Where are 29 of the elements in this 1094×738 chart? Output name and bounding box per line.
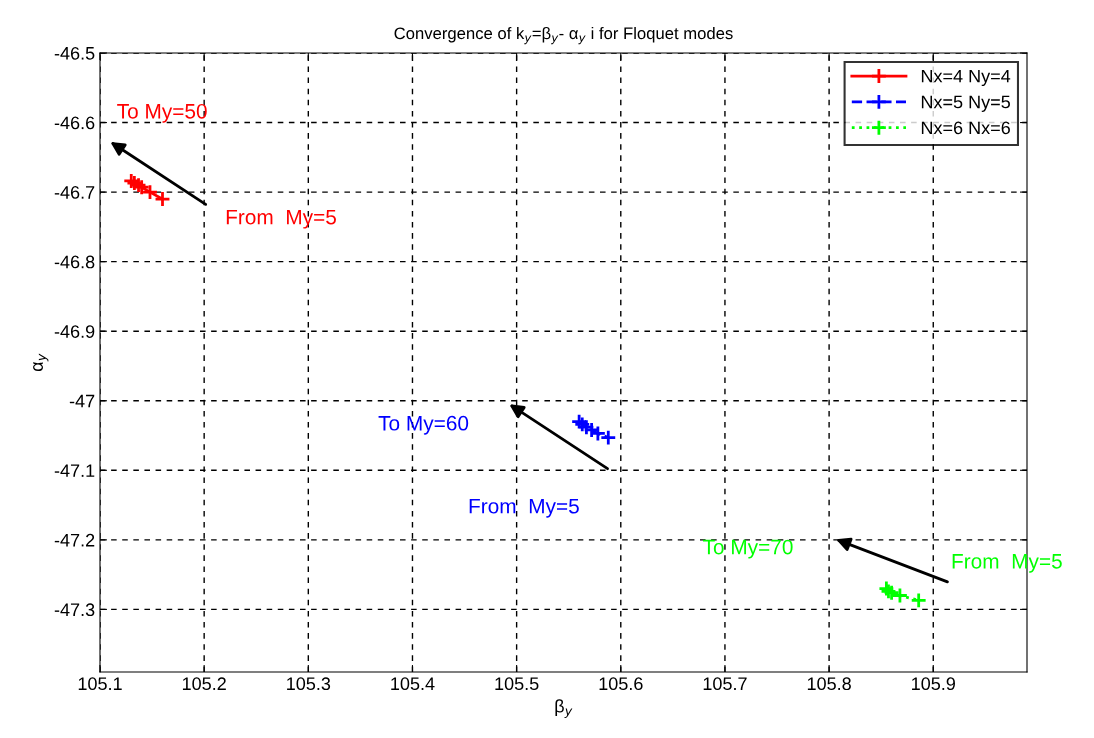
y-tick-label: -46.8: [54, 255, 95, 269]
y-tick-label: -47.2: [54, 533, 95, 547]
legend-label: Nx=6 Nx=6: [921, 121, 1010, 135]
x-tick-label: 105.8: [807, 677, 851, 691]
y-axis-title: α$_{y}$: [33, 353, 49, 372]
y-tick-label: -46.6: [54, 116, 95, 130]
y-tick-label: -47.1: [54, 464, 95, 477]
x-tick-label: 105.5: [495, 677, 539, 691]
y-tick-label: -47: [69, 394, 95, 408]
annotation: From My=5: [226, 209, 336, 229]
x-tick-label: 105.6: [599, 677, 643, 691]
legend-label: Nx=4 Ny=4: [921, 69, 1011, 87]
y-tick-label: -46.9: [54, 325, 95, 338]
x-tick-label: 105.2: [182, 677, 226, 691]
y-tick-label: -46.7: [54, 186, 95, 199]
y-tick-label: -47.3: [54, 603, 95, 617]
x-tick-label: 105.9: [912, 677, 955, 691]
annotation: From My=5: [469, 499, 579, 518]
x-tick-label: 105.1: [78, 677, 122, 691]
x-tick-label: 105.7: [703, 677, 747, 691]
annotation: To My=50: [117, 103, 207, 123]
x-tick-label: 105.4: [391, 677, 435, 691]
annotation: To My=70: [703, 539, 793, 559]
x-tick-label: 105.3: [287, 677, 331, 691]
y-tick-label: -46.5: [54, 46, 95, 60]
x-axis-title: β$_{y}$: [555, 699, 573, 718]
legend-label: Nx=5 Ny=5: [921, 95, 1010, 112]
annotation: To My=60: [378, 415, 469, 435]
chart-title: Convergence of k$_{y}$=β$_{y}$- α$_{y}$ i for Floquet modes: [394, 26, 733, 45]
